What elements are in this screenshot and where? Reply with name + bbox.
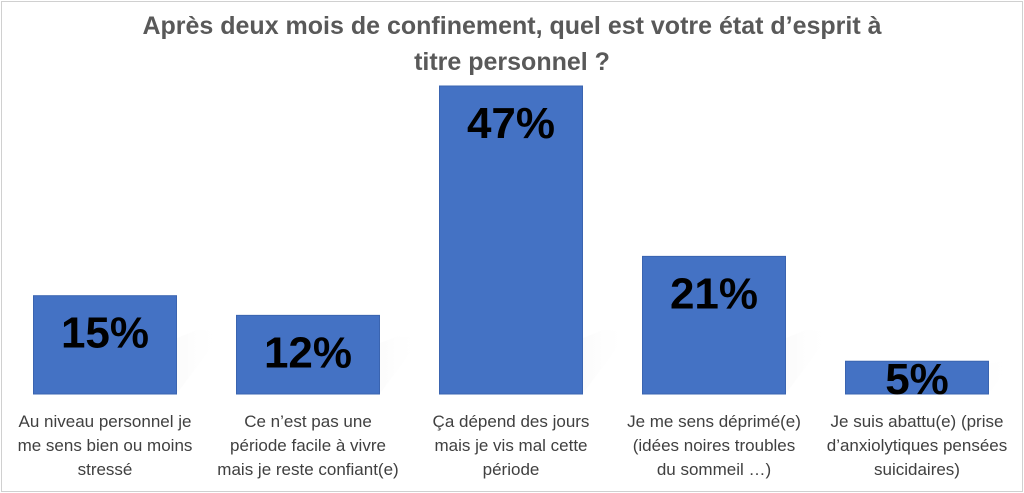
bar-1 <box>33 295 177 395</box>
category-label-line: Au niveau personnel je <box>18 412 192 431</box>
category-label-3: Ça dépend des jours mais je vis mal cette… <box>411 410 611 482</box>
category-label-line: me sens bien ou moins <box>17 436 193 455</box>
bar-value-label-1: 15% <box>61 309 149 358</box>
bar-3 <box>439 85 583 395</box>
bar-value-label-2: 12% <box>264 328 352 377</box>
chart-title: Après deux mois de confinement, quel est… <box>0 8 1024 80</box>
category-label-line: Je suis abattu(e) (prise <box>830 412 1004 431</box>
category-label-line: suicidaires) <box>874 460 960 479</box>
category-label-line: mais je vis mal cette <box>434 436 588 455</box>
category-label-line: Ce n’est pas une <box>244 412 372 431</box>
category-label-line: (idées noires troubles <box>632 436 796 455</box>
category-label-line: période <box>482 460 540 479</box>
chart-title-line-2: titre personnel ? <box>414 48 610 76</box>
category-label-1: Au niveau personnel je me sens bien ou mo… <box>5 410 205 482</box>
category-label-4: Je me sens déprimé(e) (idées noires troub… <box>614 410 814 482</box>
category-label-line: Je me sens déprimé(e) <box>627 412 801 431</box>
chart-title-line-1: Après deux mois de confinement, quel est… <box>142 12 882 40</box>
bar-4 <box>642 255 786 395</box>
bar-value-label-3: 47% <box>467 99 555 148</box>
category-label-line: mais je reste confiant(e) <box>217 460 399 479</box>
category-label-line: Ça dépend des jours <box>432 412 590 431</box>
bar-2 <box>236 314 380 395</box>
category-label-5: Je suis abattu(e) (prise d’anxiolytiques … <box>817 410 1017 482</box>
bar-5 <box>845 360 989 395</box>
category-label-line: période facile à vivre <box>230 436 386 455</box>
bar-value-label-4: 21% <box>670 269 758 318</box>
category-label-2: Ce n’est pas une période facile à vivre ma… <box>208 410 408 482</box>
bar-value-label-5: 5% <box>885 355 949 404</box>
category-label-line: stressé <box>77 460 133 479</box>
category-label-line: du sommeil …) <box>656 460 772 479</box>
category-label-line: d’anxiolytiques pensées <box>826 436 1008 455</box>
